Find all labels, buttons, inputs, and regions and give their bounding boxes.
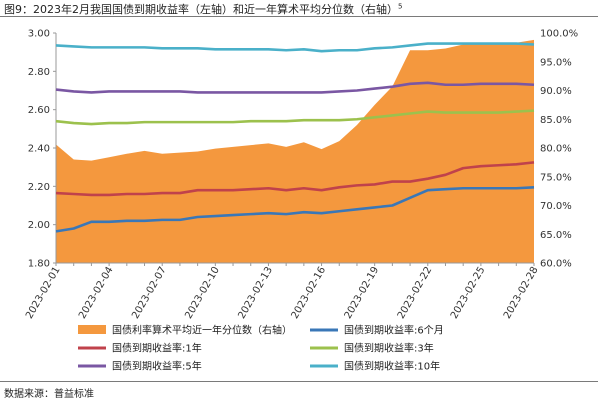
legend-label: 国债到期收益率:3年 bbox=[344, 342, 434, 355]
series-line-5 bbox=[55, 42, 535, 53]
x-tick-label: 2023-02-25 bbox=[449, 265, 488, 321]
bottom-rule bbox=[0, 381, 598, 382]
x-tick-label: 2023-02-10 bbox=[183, 265, 222, 321]
legend-label: 国债到期收益率:10年 bbox=[344, 360, 440, 373]
x-tick-label: 2023-02-13 bbox=[236, 265, 275, 321]
x-tick-label: 2023-02-28 bbox=[502, 265, 541, 321]
y-left-tick-label: 3.00 bbox=[28, 29, 50, 40]
x-tick-label: 2023-02-16 bbox=[290, 265, 329, 321]
x-tick-label: 2023-02-07 bbox=[130, 265, 169, 321]
x-tick-label: 2023-02-04 bbox=[77, 265, 116, 321]
series-area-0 bbox=[56, 39, 534, 264]
y-left-tick-label: 2.40 bbox=[28, 144, 50, 155]
y-left-tick-label: 1.80 bbox=[28, 259, 50, 270]
x-tick-label: 2023-02-19 bbox=[343, 265, 382, 321]
series-line-1 bbox=[55, 185, 535, 233]
y-right-tick-label: 70.0% bbox=[540, 201, 572, 212]
lines-layer bbox=[55, 42, 535, 233]
y-right-tick-label: 90.0% bbox=[540, 86, 572, 97]
x-tick-label: 2023-02-22 bbox=[396, 265, 435, 321]
y-left-tick-label: 2.60 bbox=[28, 105, 50, 116]
y-right-tick-label: 80.0% bbox=[540, 144, 572, 155]
x-tick-label: 2023-02-01 bbox=[24, 265, 63, 321]
chart-title: 图9：2023年2月我国国债到期收益率（左轴）和近一年算术平均分位数（右轴）5 bbox=[4, 1, 402, 17]
y-right-tick-label: 100.0% bbox=[540, 29, 578, 40]
y-right-tick-label: 65.0% bbox=[540, 230, 572, 241]
series-line-3 bbox=[55, 109, 535, 126]
legend-label: 国债利率算术平均近一年分位数（右轴） bbox=[112, 324, 292, 337]
y-right-tick-label: 75.0% bbox=[540, 172, 572, 183]
y-left-tick-label: 2.00 bbox=[28, 220, 50, 231]
chart-title-text: 图9：2023年2月我国国债到期收益率（左轴）和近一年算术平均分位数（右轴） bbox=[4, 3, 398, 16]
area-layer bbox=[56, 39, 534, 264]
y-right-tick-label: 95.0% bbox=[540, 57, 572, 68]
legend-swatch-area bbox=[78, 325, 106, 334]
top-rule bbox=[0, 16, 598, 17]
legend-label: 国债到期收益率:5年 bbox=[112, 360, 202, 373]
title-footnote-mark: 5 bbox=[398, 2, 403, 11]
legend: 国债利率算术平均近一年分位数（右轴） 国债到期收益率:6个月国债到期收益率:1年国… bbox=[78, 324, 444, 373]
series-line-4 bbox=[55, 81, 535, 94]
y-right-tick-label: 60.0% bbox=[540, 259, 572, 270]
legend-label: 国债到期收益率:6个月 bbox=[344, 324, 444, 337]
y-right-tick-label: 85.0% bbox=[540, 115, 572, 126]
series-line-2 bbox=[55, 161, 535, 197]
legend-label: 国债到期收益率:1年 bbox=[112, 342, 202, 355]
y-left-tick-label: 2.80 bbox=[28, 67, 50, 78]
y-left-tick-label: 2.20 bbox=[28, 182, 50, 193]
chart-canvas: 3.00 2.80 2.60 2.40 2.20 2.00 1.80 100.0% 95.0% 9… bbox=[24, 29, 578, 373]
source-note: 数据来源：普益标准 bbox=[4, 389, 94, 400]
